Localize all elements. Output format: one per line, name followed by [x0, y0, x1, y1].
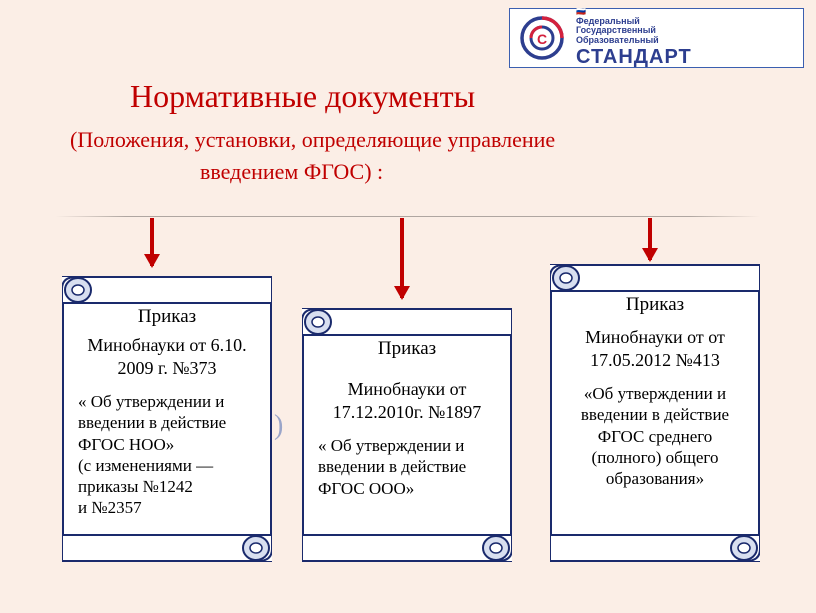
scroll-curl-top-icon — [62, 276, 272, 304]
logo-line3: Образовательный — [576, 36, 692, 46]
logo-badge: C 🇷🇺 Федеральный Государственный Образов… — [509, 8, 804, 68]
scroll-curl-top-icon — [550, 264, 760, 292]
scroll-paper: Приказ Минобнауки от 17.12.2010г. №1897 «… — [302, 308, 512, 562]
title-block: Нормативные документы (Положения, устано… — [70, 78, 730, 185]
page-title: Нормативные документы — [130, 78, 730, 115]
scrolls-container: Приказ Минобнауки от 6.10. 2009 г. №373 «… — [0, 250, 816, 610]
logo-mark-icon: C — [518, 14, 566, 62]
scroll-paper: Приказ Минобнауки от от 17.05.2012 №413 «О… — [550, 264, 760, 562]
subtitle-line1: (Положения, установки, определяющие упра… — [70, 127, 730, 153]
scroll-title: Приказ — [566, 294, 744, 316]
scroll-curl-top-icon — [302, 308, 512, 336]
scroll-doc-2: Приказ Минобнауки от 17.12.2010г. №1897 «… — [302, 308, 512, 562]
scroll-title: Приказ — [78, 306, 256, 328]
scroll-body: « Об утверждении и введении в действие Ф… — [318, 435, 496, 499]
subtitle-line2: введением ФГОС) : — [200, 159, 730, 185]
scroll-title: Приказ — [318, 338, 496, 360]
scroll-curl-bottom-icon — [62, 534, 272, 562]
scroll-subtitle: Минобнауки от от 17.05.2012 №413 — [566, 326, 744, 371]
logo-brand: СТАНДАРТ — [576, 46, 692, 68]
scroll-body: « Об утверждении и введении в действие Ф… — [78, 391, 256, 519]
scroll-curl-bottom-icon — [550, 534, 760, 562]
divider-line — [55, 216, 760, 217]
scroll-subtitle: Минобнауки от 17.12.2010г. №1897 — [318, 378, 496, 423]
svg-text:C: C — [537, 31, 547, 47]
scroll-subtitle: Минобнауки от 6.10. 2009 г. №373 — [78, 334, 256, 379]
scroll-paper: Приказ Минобнауки от 6.10. 2009 г. №373 «… — [62, 276, 272, 562]
scroll-doc-3: Приказ Минобнауки от от 17.05.2012 №413 «О… — [550, 264, 760, 562]
scroll-body: «Об утверждении и введении в действие ФГ… — [566, 383, 744, 489]
scroll-doc-1: Приказ Минобнауки от 6.10. 2009 г. №373 «… — [62, 276, 272, 562]
scroll-curl-bottom-icon — [302, 534, 512, 562]
logo-text: 🇷🇺 Федеральный Государственный Образоват… — [576, 8, 692, 68]
